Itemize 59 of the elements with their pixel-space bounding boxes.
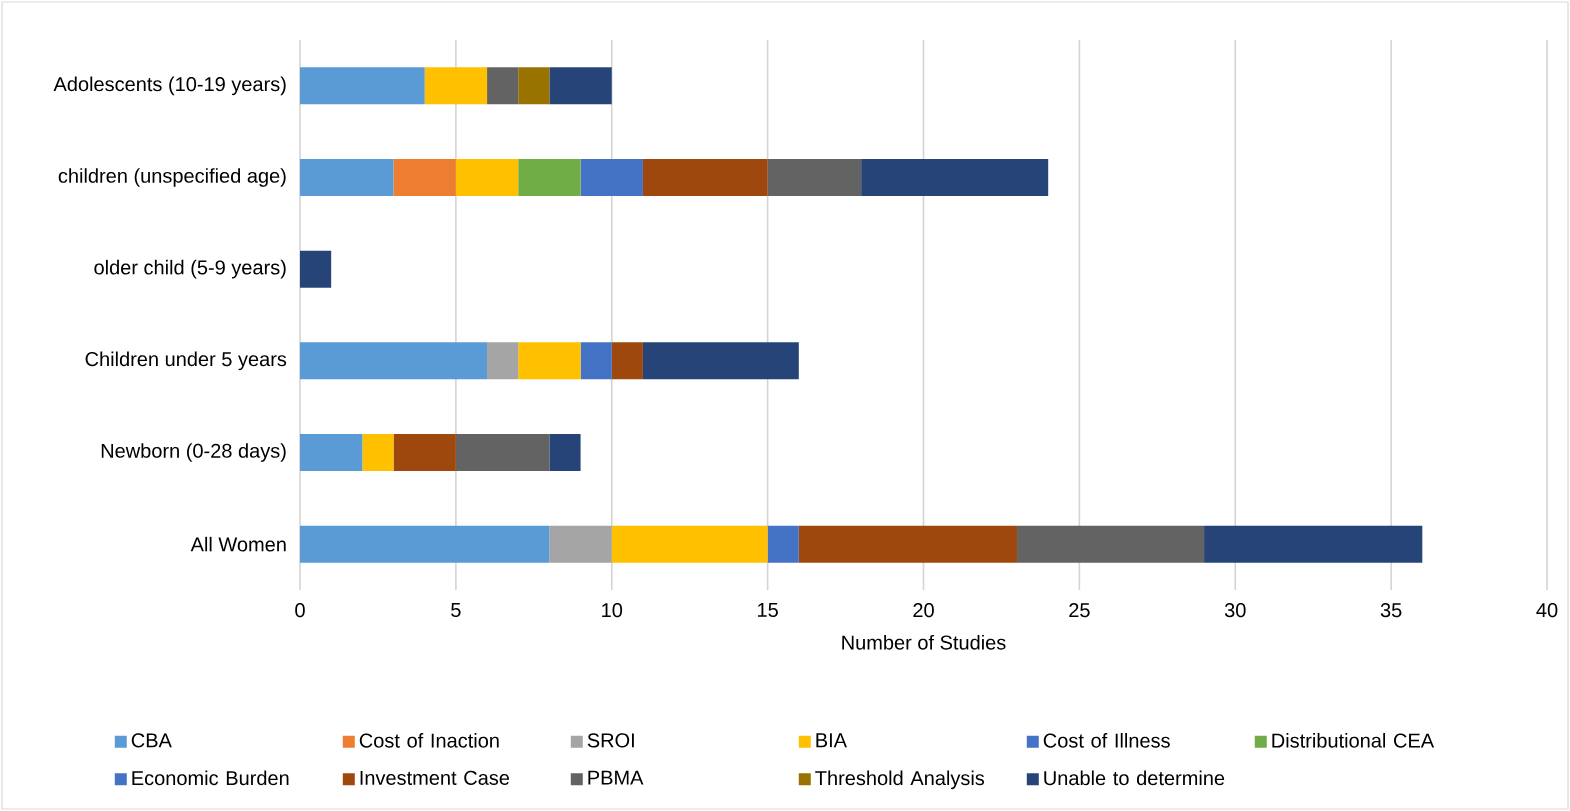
legend-label: BIA (816, 733, 847, 748)
bar (393, 434, 456, 471)
bar (642, 342, 799, 380)
y-tick-label: Newborn (0-28 days) (101, 443, 286, 462)
bar (455, 434, 550, 471)
bar (767, 159, 862, 196)
legend-label: CBA (131, 733, 172, 748)
bar (549, 67, 612, 105)
legend-label: Distributional CEA (1272, 733, 1435, 748)
bar (518, 342, 581, 380)
y-tick-label: children (unspecified age) (58, 168, 286, 187)
x-tick-label: 35 (1380, 603, 1402, 618)
y-tick-label: older child (5-9 years) (94, 259, 286, 279)
bar (300, 525, 550, 563)
y-tick-label: Children under 5 years (85, 351, 287, 371)
bar (549, 434, 581, 471)
legend-label: Investment Case (360, 770, 510, 785)
bar (767, 525, 799, 563)
legend-label: Economic Burden (132, 770, 289, 786)
bar (300, 434, 363, 471)
legend-label: PBMA (588, 770, 644, 785)
legend-label: Threshold Analysis (815, 770, 985, 790)
bar (487, 67, 519, 105)
bar (580, 342, 612, 380)
legend-label: SROI (587, 733, 634, 748)
bar (300, 67, 425, 105)
x-tick-label: 30 (1224, 603, 1246, 618)
legend-label: Cost of Illness (1043, 733, 1170, 748)
bar (300, 342, 488, 380)
x-tick-label: 15 (758, 603, 778, 618)
legend-label: Unable to determine (1044, 770, 1225, 786)
bar (393, 159, 456, 196)
x-tick-label: 25 (1069, 603, 1090, 618)
bar (300, 159, 394, 196)
bar (549, 525, 612, 563)
y-tick-label: All Women (190, 536, 286, 552)
bar (300, 250, 332, 288)
x-axis-title: Number of Studies (842, 634, 1006, 650)
x-tick-label: 40 (1536, 603, 1558, 618)
bar (611, 342, 643, 380)
bar (455, 159, 519, 196)
bar (798, 525, 1018, 563)
legend-label: Cost of Inaction (359, 733, 499, 748)
bar (362, 434, 394, 471)
bar (642, 159, 768, 196)
x-tick-label: 10 (602, 603, 623, 618)
bar (580, 159, 643, 196)
bar (518, 159, 581, 196)
bar (518, 67, 550, 105)
bar (1017, 525, 1205, 563)
bar (424, 67, 488, 105)
x-tick-label: 0 (295, 603, 305, 618)
y-tick-label: Adolescents (10-19 years) (53, 76, 286, 96)
bar (487, 342, 519, 380)
bar (611, 525, 768, 563)
x-tick-label: 20 (913, 603, 934, 618)
bar (861, 159, 1049, 196)
x-tick-label: 5 (451, 603, 461, 618)
bar (1204, 525, 1423, 563)
